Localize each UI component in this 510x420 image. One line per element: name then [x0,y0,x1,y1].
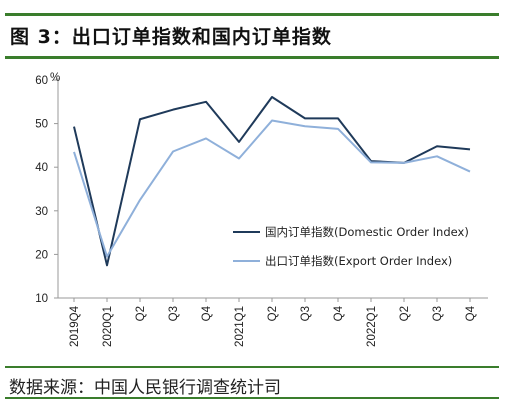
y-tick-label: 60 [35,75,48,87]
x-tick-label: Q4 [465,305,477,321]
x-tick-label: 2019Q4 [69,305,81,347]
legend-label: 出口订单指数(Export Order Index) [265,254,452,268]
y-tick-label: 10 [35,293,48,305]
source-rule [5,366,499,368]
bottom-rule [5,397,499,399]
x-tick-label: Q2 [267,306,279,321]
data-source: 数据来源：中国人民银行调查统计司 [9,378,281,398]
title-rule [5,56,499,59]
x-tick-label: Q2 [135,306,147,321]
export-order-line [73,119,471,258]
y-tick-label: 50 [35,119,48,131]
x-tick-label: Q3 [168,306,180,321]
x-tick-label: Q3 [300,306,312,321]
y-axis-unit: % [50,72,60,84]
x-tick-label: 2021Q1 [234,306,246,347]
x-tick-label: Q4 [333,305,345,321]
x-tick-label: Q4 [201,305,213,321]
x-tick-label: 2020Q1 [102,306,114,347]
y-tick-label: 40 [35,162,48,174]
domestic-order-line [73,96,471,267]
legend-label: 国内订单指数(Domestic Order Index) [265,225,469,239]
x-tick-label: 2022Q1 [366,306,378,347]
x-tick-label: Q3 [432,306,444,321]
chart-title: 图 3：出口订单指数和国内订单指数 [10,26,332,48]
top-rule [5,13,499,16]
y-tick-label: 20 [35,249,48,261]
x-tick-label: Q2 [399,306,411,321]
y-tick-label: 30 [35,206,48,218]
